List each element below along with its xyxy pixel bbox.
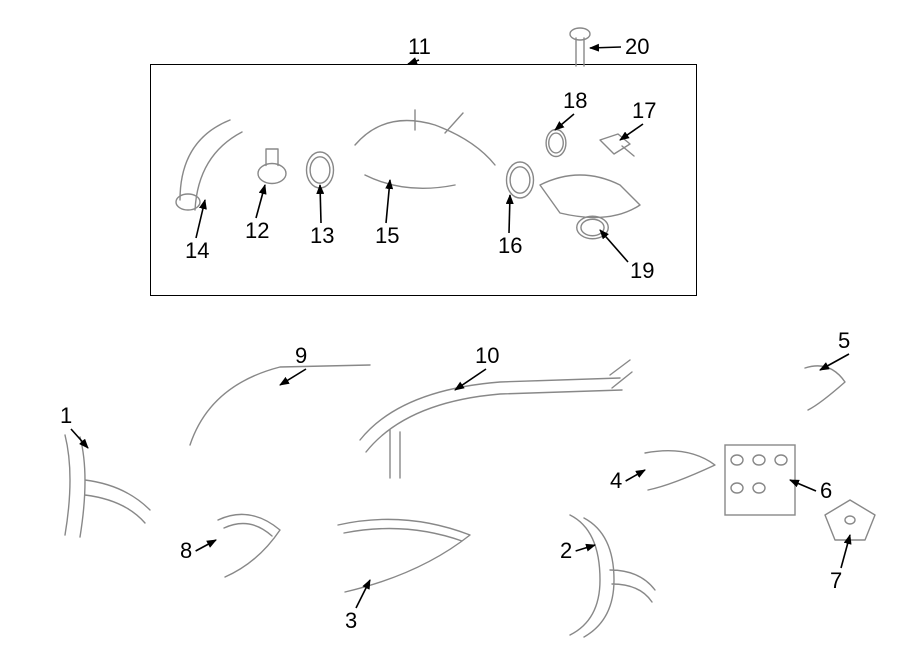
callout-label-18: 18 (563, 90, 587, 112)
part-outlet (540, 175, 640, 218)
part-4 (645, 451, 715, 490)
part-17 (600, 134, 634, 156)
part-1 (65, 435, 150, 537)
callout-label-15: 15 (375, 225, 399, 247)
callout-arrow-12 (256, 185, 265, 218)
callout-label-10: 10 (475, 345, 499, 367)
callout-label-12: 12 (245, 220, 269, 242)
callout-label-11: 11 (408, 36, 431, 58)
callout-label-20: 20 (625, 36, 649, 58)
parts-diagram: { "type": "engineering-parts-diagram", "… (0, 0, 900, 661)
callout-arrow-16 (509, 195, 510, 233)
callout-label-14: 14 (185, 240, 209, 262)
part-14 (176, 120, 242, 210)
part-10 (360, 360, 632, 478)
callout-arrow-14 (196, 200, 205, 238)
callout-label-5: 5 (838, 330, 850, 352)
callout-label-4: 4 (610, 470, 622, 492)
callout-arrow-10 (455, 369, 486, 390)
callout-label-8: 8 (180, 540, 192, 562)
part-9 (190, 365, 370, 445)
part-15 (355, 110, 495, 188)
part-18 (546, 130, 566, 157)
callout-arrow-18 (555, 114, 574, 130)
callout-label-9: 9 (295, 345, 307, 367)
callout-label-17: 17 (632, 100, 656, 122)
callout-label-6: 6 (820, 480, 832, 502)
part-5 (805, 366, 845, 410)
callout-arrow-11 (408, 60, 419, 64)
callout-arrow-17 (620, 124, 643, 140)
callout-arrow-5 (820, 354, 849, 370)
part-2 (570, 515, 655, 637)
callout-arrow-8 (196, 540, 216, 551)
callout-label-19: 19 (630, 260, 654, 282)
part-19 (577, 216, 609, 239)
callout-label-3: 3 (345, 610, 357, 632)
part-7 (825, 500, 875, 540)
callout-arrow-1 (71, 429, 88, 448)
callout-arrow-4 (626, 470, 645, 481)
callout-arrow-9 (280, 369, 306, 385)
part-12 (258, 149, 286, 184)
part-6 (725, 445, 795, 515)
callout-arrow-13 (320, 185, 321, 223)
callout-arrow-2 (576, 545, 595, 551)
callout-arrow-15 (386, 180, 390, 223)
callout-arrow-19 (600, 230, 628, 262)
callout-arrow-6 (790, 480, 816, 491)
part-20 (570, 28, 590, 66)
callout-label-2: 2 (560, 540, 572, 562)
callout-label-7: 7 (830, 570, 842, 592)
diagram-svg (0, 0, 900, 661)
part-13 (307, 152, 334, 188)
callout-arrow-3 (356, 580, 370, 608)
part-3 (338, 519, 470, 592)
callout-arrow-20 (590, 47, 621, 48)
part-8 (218, 514, 280, 577)
part-16 (507, 162, 534, 198)
callout-label-16: 16 (498, 235, 522, 257)
callout-label-13: 13 (310, 225, 334, 247)
callout-label-1: 1 (60, 405, 72, 427)
